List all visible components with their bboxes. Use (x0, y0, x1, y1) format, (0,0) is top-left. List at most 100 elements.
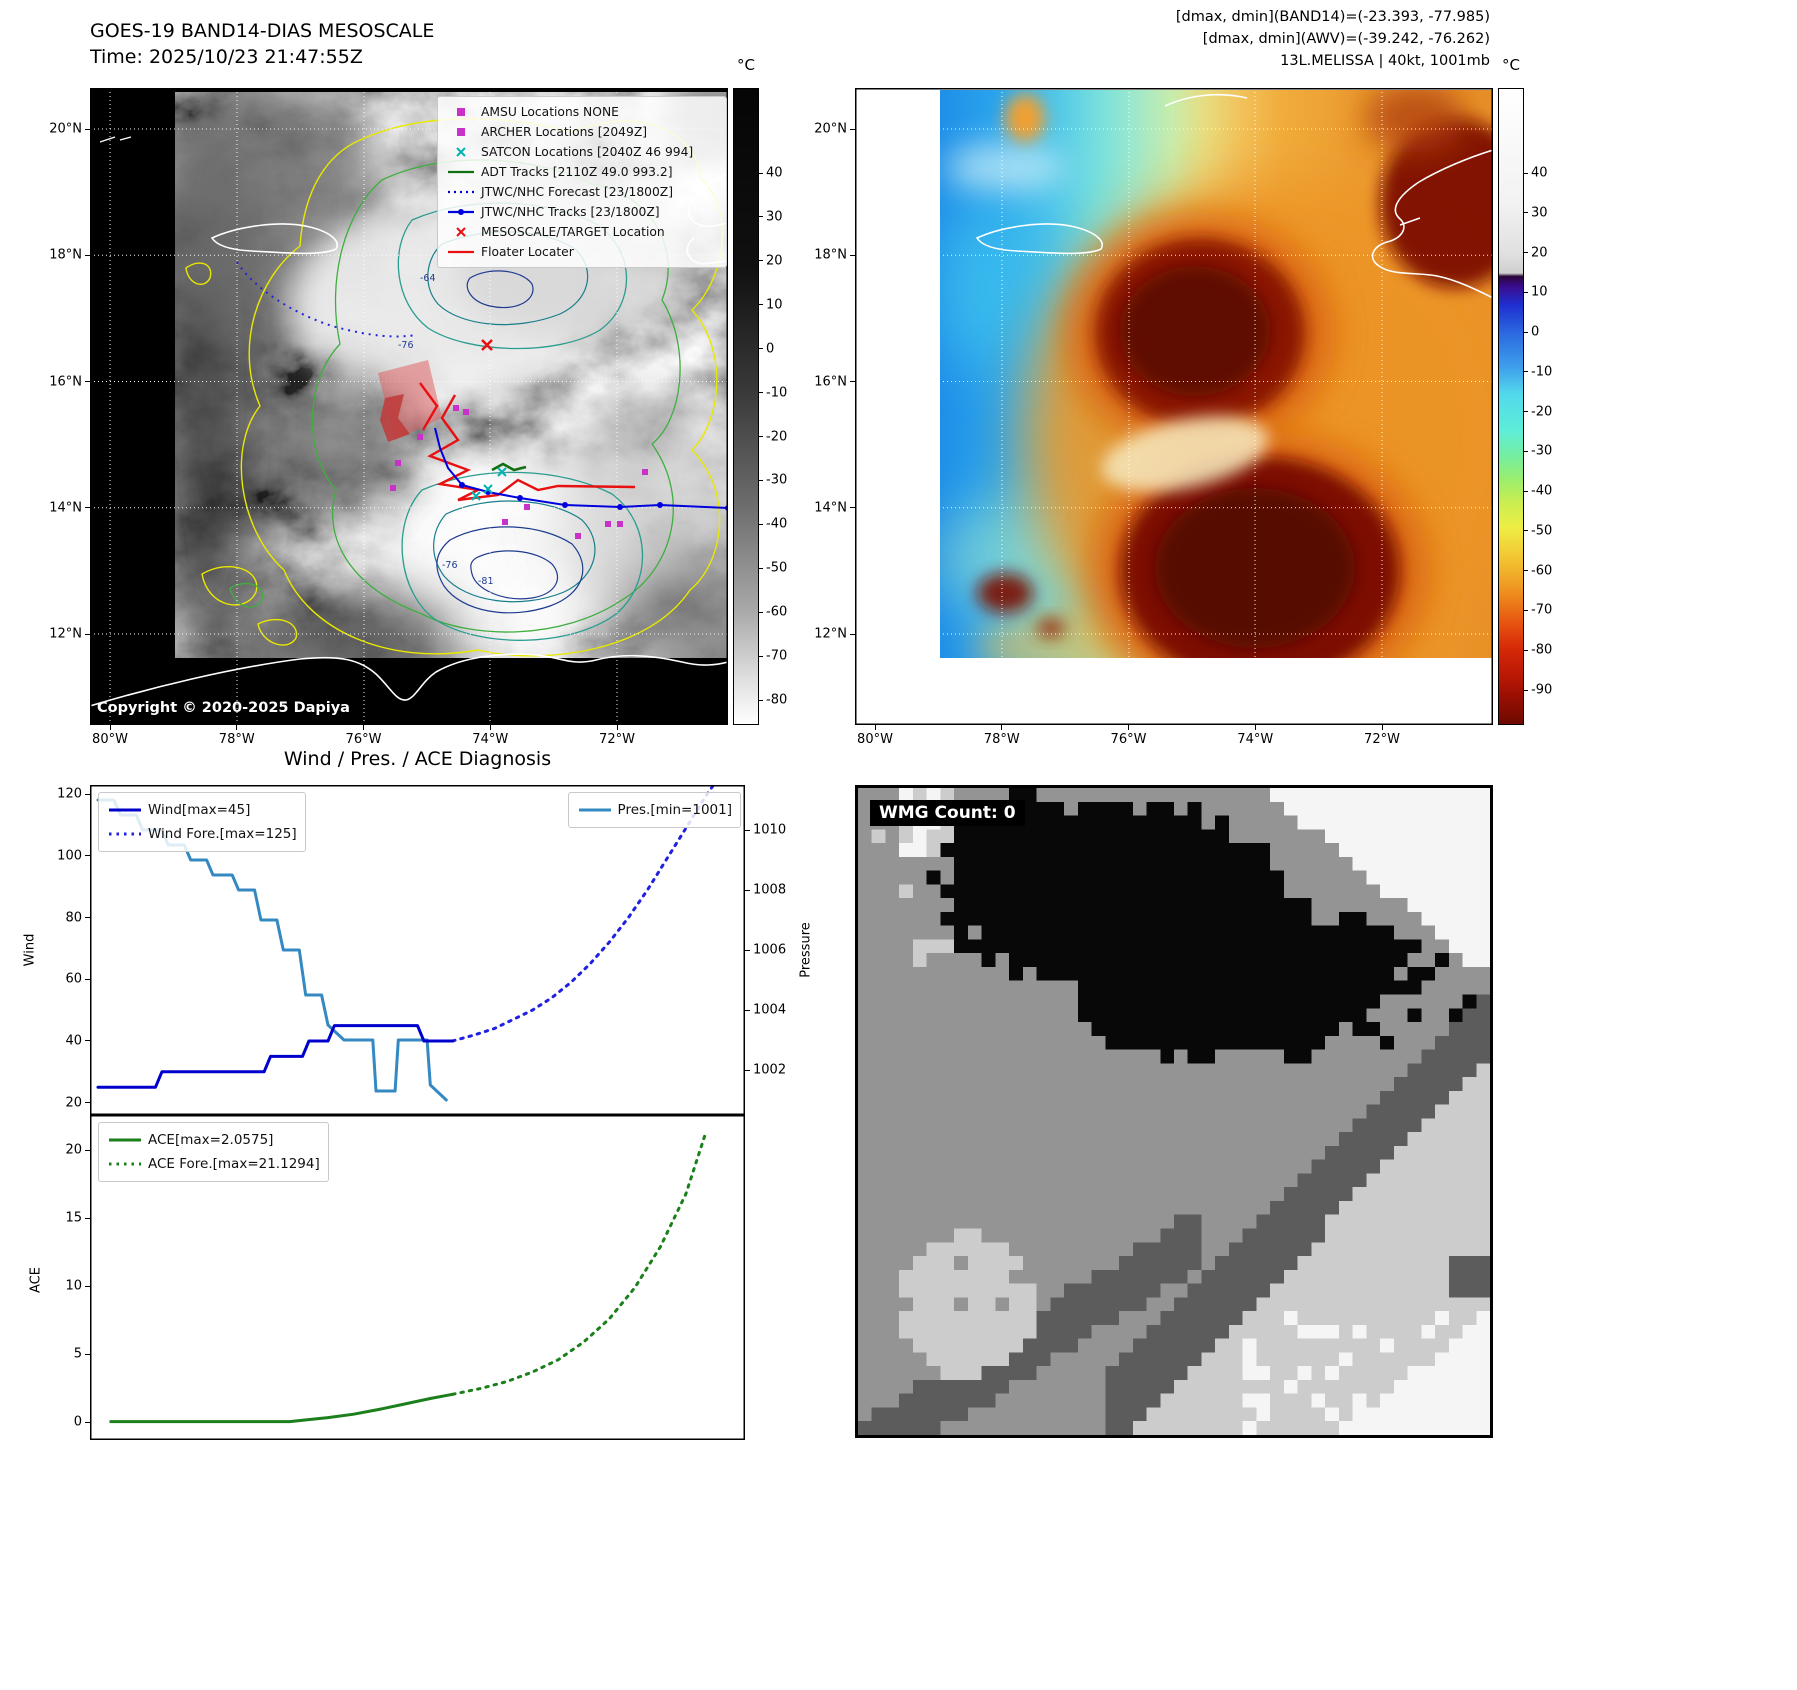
tick-mark (85, 917, 90, 919)
lon-tick-label: 72°W (599, 732, 635, 747)
colorbar-tick-label: -30 (1531, 443, 1553, 459)
legend-item: ACE[max=2.0575] (107, 1128, 320, 1152)
wind-tick-label: 120 (57, 786, 82, 802)
ace-observed-series (109, 1392, 455, 1424)
tick-mark (1381, 725, 1383, 730)
tick-mark (759, 699, 763, 701)
pressure-tick-label: 1006 (753, 942, 787, 958)
lat-tick-label: 14°N (814, 500, 847, 516)
tick-mark (1524, 649, 1528, 651)
colorbar-tick-label: -60 (1531, 563, 1553, 579)
ace-forecast-series (451, 1133, 707, 1396)
contour-label: -64 (420, 273, 436, 284)
legend-item: ADT Tracks [2110Z 49.0 993.2] (446, 162, 718, 182)
solid-line-icon (109, 808, 141, 812)
tick-mark (1001, 725, 1003, 730)
tick-mark (236, 725, 238, 730)
tick-mark (1524, 411, 1528, 413)
legend-item: Floater Locater (446, 242, 718, 262)
colorbar-tick-label: -80 (766, 692, 788, 708)
tick-mark (850, 507, 855, 509)
tick-mark (489, 725, 491, 730)
jamaica-coastline (210, 223, 338, 255)
lon-tick-label: 72°W (1364, 732, 1400, 747)
lon-tick-label: 80°W (857, 732, 893, 747)
tick-mark (85, 978, 90, 980)
lat-tick-label: 16°N (814, 374, 847, 389)
wind-tick-label: 20 (65, 1095, 82, 1111)
wind-observed-series (96, 1024, 455, 1089)
tick-mark (759, 611, 763, 613)
ace-chart (90, 1115, 745, 1440)
colorbar-tick-label: 30 (766, 209, 783, 225)
south-america-coastline (90, 653, 728, 707)
colorbar-tick-label: -50 (1531, 523, 1553, 539)
legend-item: JTWC/NHC Tracks [23/1800Z] (446, 202, 718, 222)
archer-location-markers (390, 405, 648, 539)
tick-mark (85, 1040, 90, 1042)
legend-item-label: Pres.[min=1001] (617, 802, 732, 818)
square-marker-icon (457, 128, 465, 136)
awv-colorbar (1498, 88, 1524, 725)
tick-mark (1524, 331, 1528, 333)
enhanced-ir-field (940, 90, 1493, 658)
lon-tick-label: 74°W (472, 732, 509, 747)
tick-mark (1524, 490, 1528, 492)
lon-tick-label: 78°W (983, 732, 1020, 747)
tick-mark (85, 1421, 90, 1423)
wind-forecast-series (451, 785, 716, 1043)
colorbar-tick-label: -10 (1531, 364, 1553, 380)
band14-plot-frame (90, 88, 728, 725)
ace-legend: ACE[max=2.0575] ACE Fore.[max=21.1294] (98, 1122, 329, 1182)
tick-mark (85, 254, 90, 256)
wmg-panel: WMG Count: 0 (855, 785, 1493, 1438)
ace-tick-label: 5 (73, 1346, 82, 1362)
tick-mark (759, 172, 763, 174)
tick-mark (759, 567, 763, 569)
band14-colorbar (733, 88, 759, 725)
tick-mark (363, 725, 364, 730)
awv-header-line-3: 13L.MELISSA | 40kt, 1001mb (1280, 53, 1490, 69)
ace-tick-label: 15 (65, 1210, 82, 1226)
tick-mark (1524, 371, 1528, 373)
colorbar-tick-label: 20 (766, 253, 783, 269)
legend-item: Pres.[min=1001] (577, 798, 732, 822)
line-dot-marker-icon (448, 209, 474, 215)
tick-mark (759, 523, 763, 525)
tick-mark (759, 655, 763, 657)
hispaniola-coastline (1371, 149, 1493, 299)
tick-mark (745, 949, 750, 951)
tick-mark (759, 216, 763, 218)
dotted-line-icon (109, 1162, 141, 1166)
tick-mark (1524, 570, 1528, 572)
cuba-coastline (1164, 93, 1248, 107)
wind-tick-label: 80 (65, 910, 82, 926)
tick-mark (85, 1102, 90, 1104)
solid-line-icon (578, 808, 611, 812)
diagnosis-title: Wind / Pres. / ACE Diagnosis (283, 748, 552, 770)
dotted-line-icon (109, 832, 141, 836)
tick-mark (1524, 252, 1528, 254)
ace-chart-frame (90, 1115, 745, 1440)
x-marker-icon (456, 147, 466, 157)
colorbar-tick-label: -20 (1531, 404, 1553, 420)
tick-mark (1128, 725, 1129, 730)
pressure-tick-label: 1004 (753, 1002, 787, 1018)
pressure-tick-label: 1010 (753, 822, 787, 838)
legend-item-label: JTWC/NHC Tracks [23/1800Z] (481, 205, 660, 219)
legend-item-label: ACE[max=2.0575] (148, 1132, 274, 1148)
lat-tick-label: 18°N (814, 247, 847, 263)
panel-band14-title: GOES-19 BAND14-DIAS MESOSCALE (90, 20, 435, 42)
copyright-watermark: Copyright © 2020-2025 Dapiya (97, 700, 350, 716)
small-clouds (99, 136, 132, 143)
contour-label: -76 (442, 560, 458, 571)
tick-mark (1524, 212, 1528, 214)
wind-pressure-chart-frame (90, 785, 745, 1115)
legend-item: ACE Fore.[max=21.1294] (107, 1152, 320, 1176)
tick-mark (759, 436, 763, 437)
colorbar-tick-label: -90 (1531, 682, 1553, 698)
legend-item: Wind Fore.[max=125] (107, 822, 297, 846)
lon-tick-label: 76°W (345, 732, 382, 747)
lat-tick-label: 12°N (49, 626, 82, 642)
colorbar-tick-label: 0 (1531, 324, 1540, 340)
